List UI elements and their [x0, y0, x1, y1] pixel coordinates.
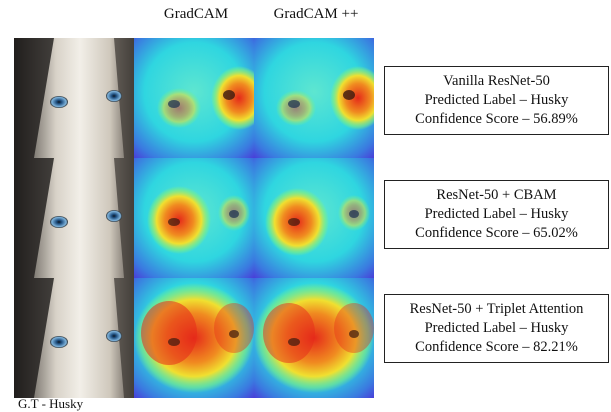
predicted-label: Predicted Label – Husky [424, 92, 569, 108]
gradcam-plus-plus-heatmap-row2 [254, 158, 374, 278]
column-header-gradcam: GradCAM [163, 6, 229, 22]
predicted-label: Predicted Label – Husky [424, 320, 569, 336]
husky-original-image-row2 [14, 158, 134, 278]
gradcam-plus-plus-heatmap-row1 [254, 38, 374, 158]
confidence-score: Confidence Score – 65.02% [415, 225, 578, 241]
husky-original-image-row1 [14, 38, 134, 158]
confidence-score: Confidence Score – 56.89% [415, 111, 578, 127]
model-name: Vanilla ResNet-50 [443, 73, 550, 89]
confidence-score: Confidence Score – 82.21% [415, 339, 578, 355]
gradcam-plus-plus-heatmap-row3 [254, 278, 374, 398]
result-box-row1: Vanilla ResNet-50 Predicted Label – Husk… [384, 66, 609, 135]
gradcam-heatmap-row3 [134, 278, 254, 398]
result-box-row3: ResNet-50 + Triplet Attention Predicted … [384, 294, 609, 363]
gradcam-heatmap-row1 [134, 38, 254, 158]
column-header-gradcam-plus-plus: GradCAM ++ [273, 6, 359, 22]
gradcam-heatmap-row2 [134, 158, 254, 278]
result-box-row2: ResNet-50 + CBAM Predicted Label – Husky… [384, 180, 609, 249]
model-name: ResNet-50 + Triplet Attention [409, 301, 584, 317]
husky-original-image-row3 [14, 278, 134, 398]
ground-truth-caption: G.T - Husky [18, 396, 84, 411]
model-name: ResNet-50 + CBAM [436, 187, 557, 203]
predicted-label: Predicted Label – Husky [424, 206, 569, 222]
